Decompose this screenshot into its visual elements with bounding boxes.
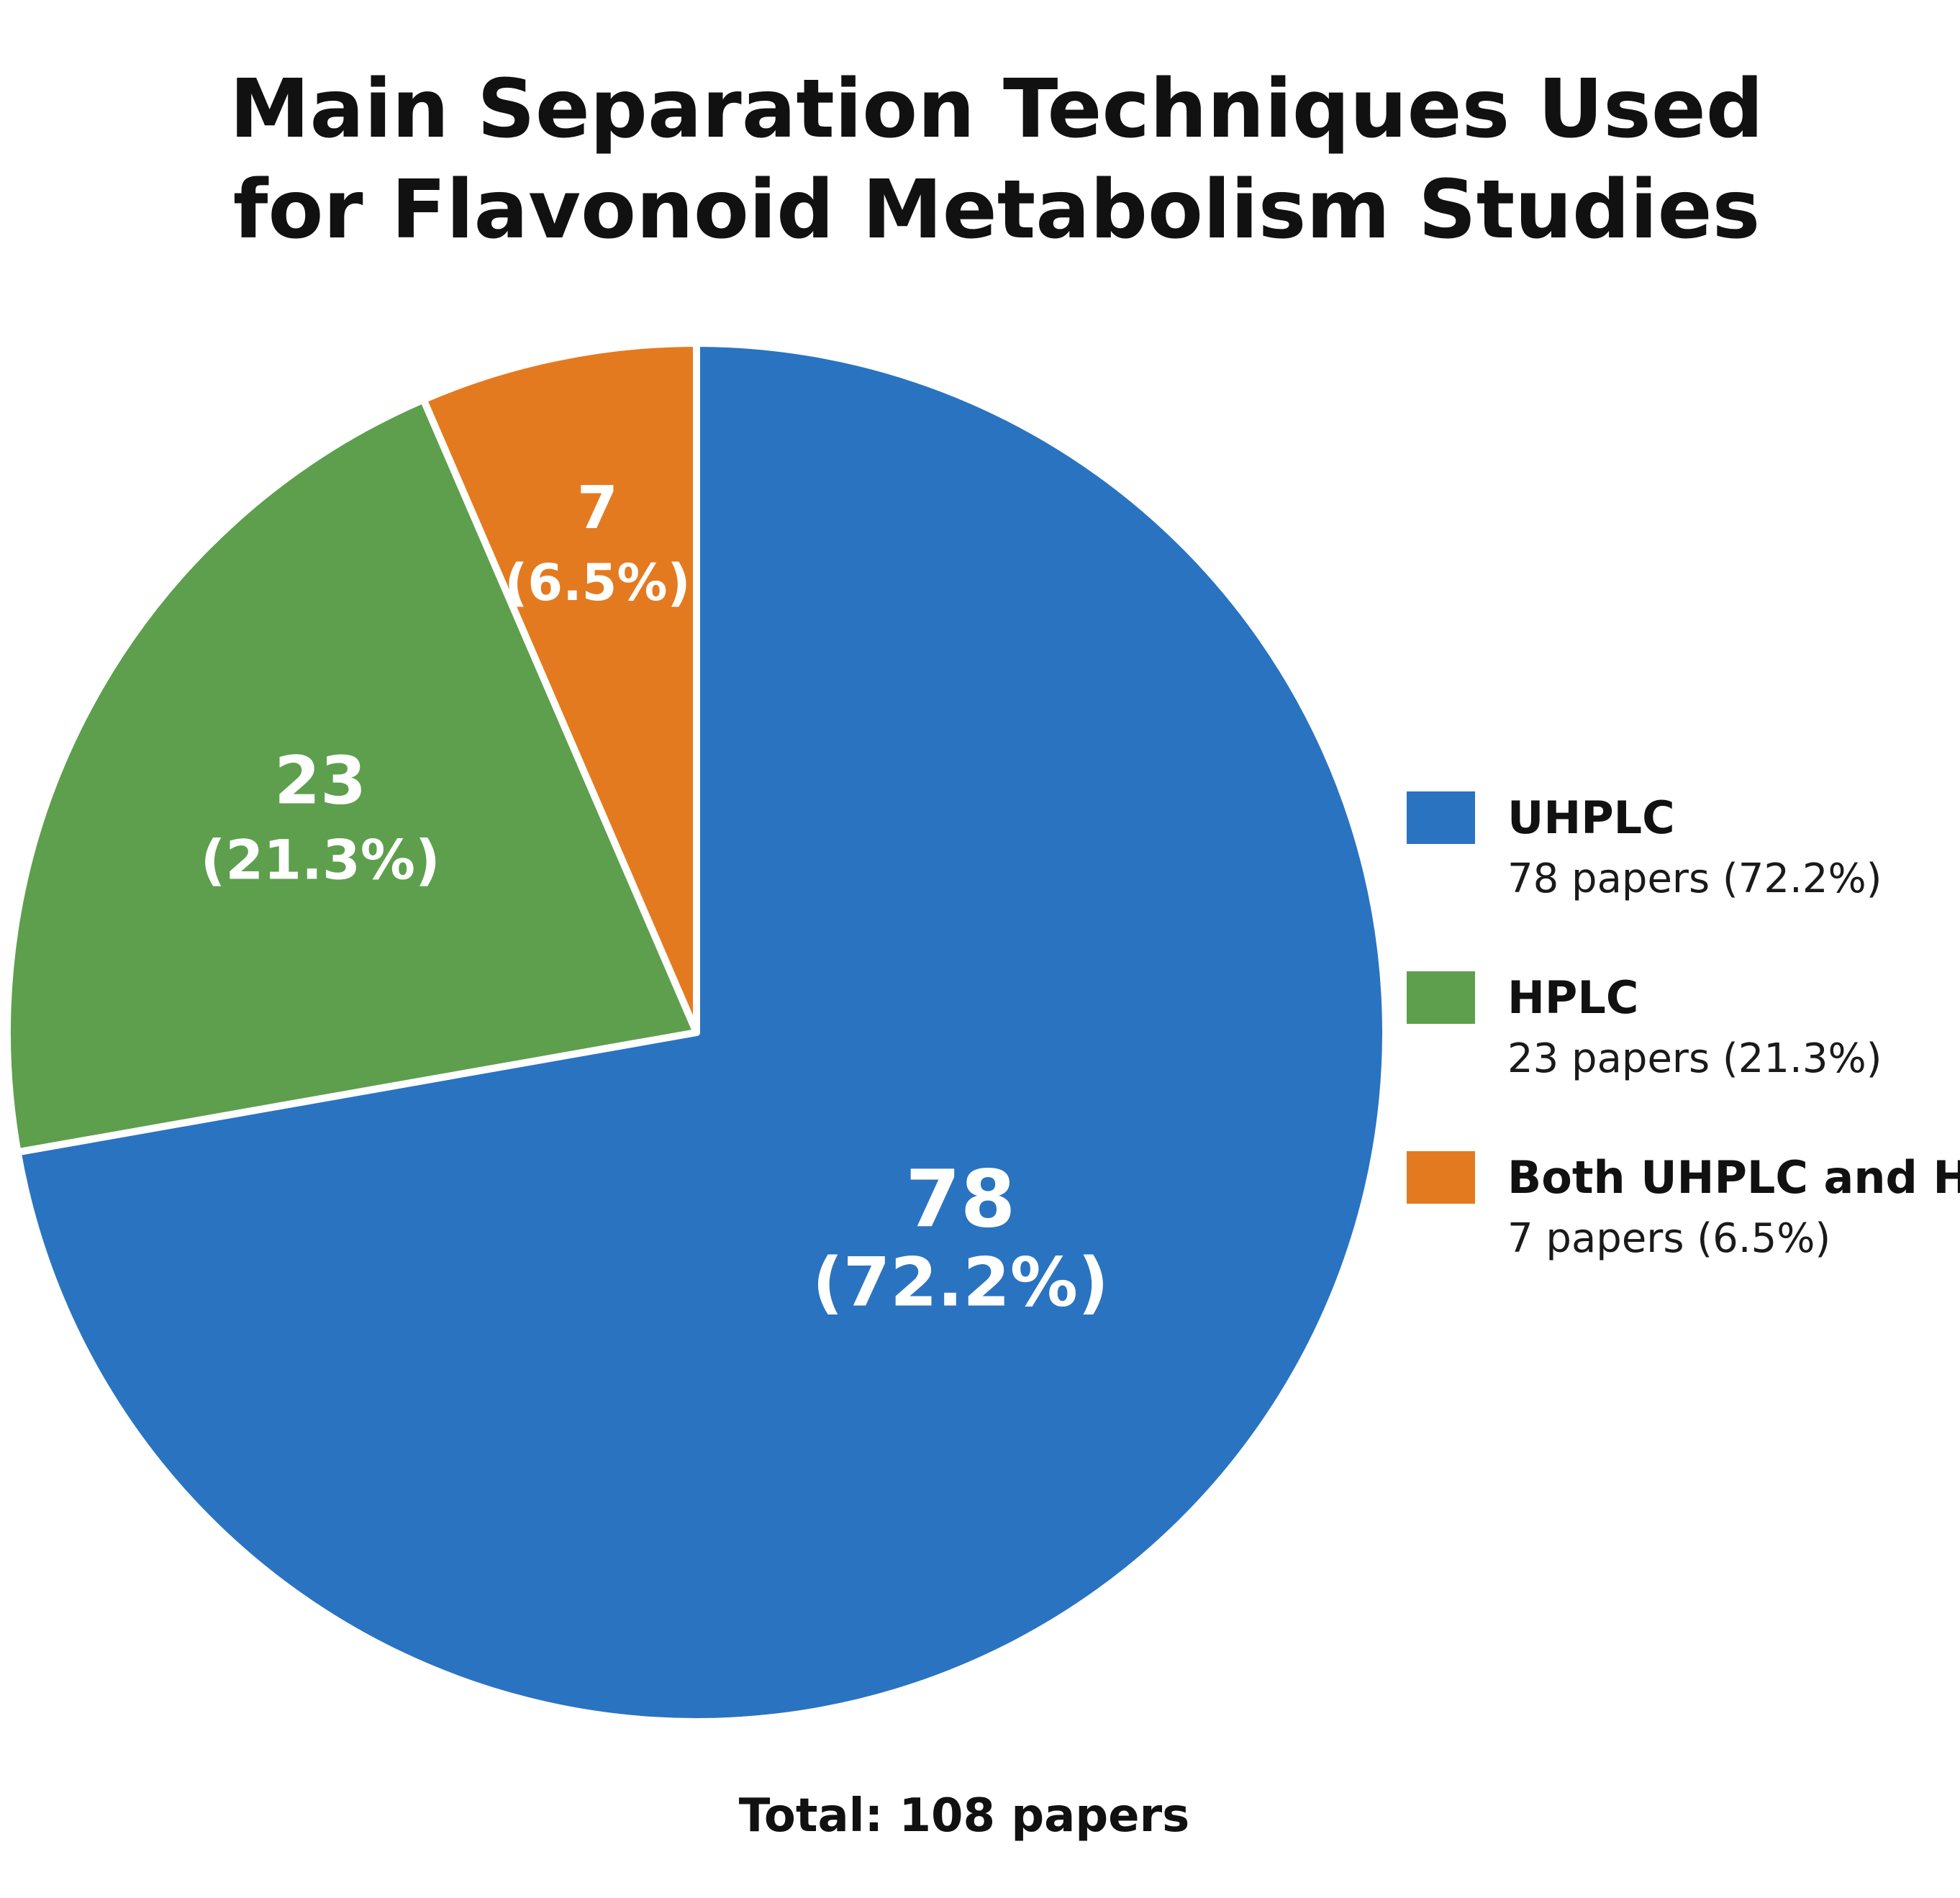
total-label: Total: 108 papers — [739, 1789, 1189, 1843]
legend-label-hplc: HPLC — [1507, 971, 1638, 1024]
legend-label-both-uhplc-and-hplc: Both UHPLC and HPLC — [1507, 1151, 1960, 1204]
slice-value-label-both-uhplc-and-hplc: 7 — [577, 474, 618, 542]
legend-swatch-hplc — [1407, 971, 1475, 1024]
legend-swatch-uhplc — [1407, 791, 1475, 844]
legend: UHPLC 78 papers (72.2%) HPLC 23 papers (21.… — [1407, 791, 1960, 1262]
legend-detail-uhplc: 78 papers (72.2%) — [1507, 855, 1882, 902]
pie-slices — [4, 340, 1389, 1725]
legend-item-both-uhplc-and-hplc: Both UHPLC and HPLC 7 papers (6.5%) — [1407, 1151, 1960, 1262]
pie-slice-hplc — [4, 396, 700, 1156]
slice-percent-label-uhplc: (72.2%) — [812, 1243, 1109, 1322]
chart-title-line-2: for Flavonoid Metabolism Studies — [233, 163, 1760, 257]
slice-labels: 78(72.2%) 23 (21.3%) 7 (6.5%) — [201, 474, 1109, 1322]
slice-percent-label-both-uhplc-and-hplc: (6.5%) — [504, 553, 690, 612]
legend-swatch-both-uhplc-and-hplc — [1407, 1151, 1475, 1204]
pie-slice-uhplc — [14, 340, 1389, 1725]
legend-detail-both-uhplc-and-hplc: 7 papers (6.5%) — [1507, 1215, 1830, 1262]
legend-item-hplc: HPLC 23 papers (21.3%) — [1407, 971, 1882, 1082]
slice-percent-label-hplc: (21.3%) — [201, 827, 440, 891]
legend-item-uhplc: UHPLC 78 papers (72.2%) — [1407, 791, 1882, 902]
slice-value-label-uhplc: 78 — [905, 1153, 1015, 1245]
chart-title-line-1: Main Separation Techniques Used — [230, 63, 1764, 156]
slice-value-label-hplc: 23 — [274, 742, 366, 819]
legend-label-uhplc: UHPLC — [1507, 791, 1675, 844]
pie-slice-both-uhplc-and-hplc — [419, 340, 700, 1036]
legend-detail-hplc: 23 papers (21.3%) — [1507, 1035, 1882, 1082]
